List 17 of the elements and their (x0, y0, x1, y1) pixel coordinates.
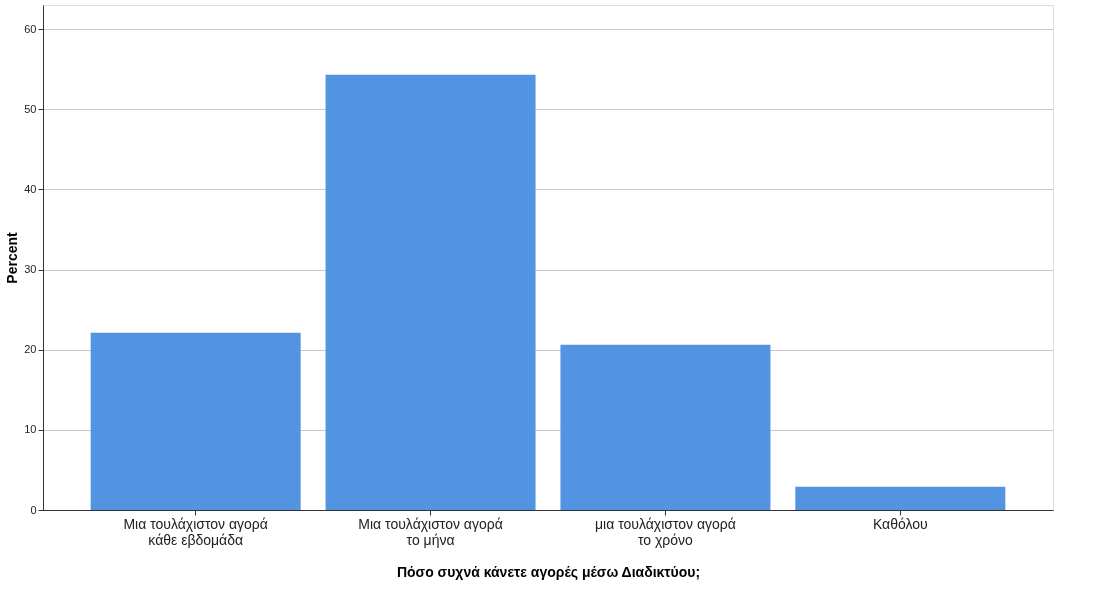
x-tick-label: Μια τουλάχιστον αγορά το μήνα (358, 515, 503, 548)
y-tick-label: 10 (24, 423, 37, 436)
y-tick-label: 0 (30, 503, 37, 516)
y-tick-label: 40 (24, 182, 37, 195)
x-tick-label: μια τουλάχιστον αγορά το χρόνο (595, 515, 736, 548)
x-axis-title: Πόσο συχνά κάνετε αγορές μέσω Διαδικτύου; (396, 563, 701, 580)
y-axis-title: Percent (4, 231, 21, 284)
x-tick-label: Καθόλου (872, 515, 928, 532)
bar (795, 486, 1006, 510)
y-tick-label: 50 (24, 102, 37, 115)
y-tick-label: 20 (24, 343, 37, 356)
y-tick-label: 60 (24, 22, 37, 35)
bar (90, 332, 301, 510)
bar (560, 344, 771, 510)
bar (325, 74, 536, 510)
y-tick-label: 30 (24, 263, 37, 276)
x-tick-label: Μια τουλάχιστον αγορά κάθε εβδομάδα (123, 515, 268, 548)
